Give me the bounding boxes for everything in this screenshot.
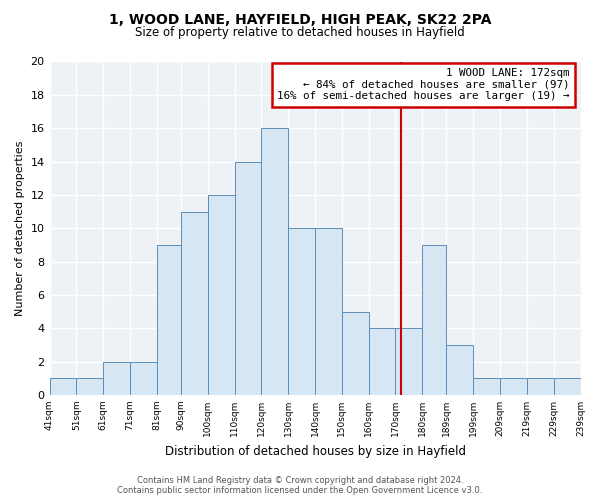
Text: Size of property relative to detached houses in Hayfield: Size of property relative to detached ho…	[135, 26, 465, 39]
Bar	[76, 378, 103, 395]
Bar	[103, 362, 130, 395]
Bar	[368, 328, 395, 395]
Bar	[422, 245, 446, 395]
Bar	[288, 228, 315, 395]
Text: 1, WOOD LANE, HAYFIELD, HIGH PEAK, SK22 2PA: 1, WOOD LANE, HAYFIELD, HIGH PEAK, SK22 …	[109, 12, 491, 26]
Bar	[157, 245, 181, 395]
X-axis label: Distribution of detached houses by size in Hayfield: Distribution of detached houses by size …	[164, 444, 466, 458]
Bar	[473, 378, 500, 395]
Bar	[527, 378, 554, 395]
Y-axis label: Number of detached properties: Number of detached properties	[15, 140, 25, 316]
Text: 1 WOOD LANE: 172sqm
← 84% of detached houses are smaller (97)
16% of semi-detach: 1 WOOD LANE: 172sqm ← 84% of detached ho…	[277, 68, 570, 102]
Bar	[130, 362, 157, 395]
Bar	[262, 128, 288, 395]
Bar	[50, 378, 76, 395]
Bar	[395, 328, 422, 395]
Bar	[342, 312, 368, 395]
Bar	[208, 195, 235, 395]
Bar	[181, 212, 208, 395]
Bar	[446, 345, 473, 395]
Bar	[500, 378, 527, 395]
Bar	[235, 162, 262, 395]
Text: Contains HM Land Registry data © Crown copyright and database right 2024.
Contai: Contains HM Land Registry data © Crown c…	[118, 476, 482, 495]
Bar	[554, 378, 581, 395]
Bar	[315, 228, 342, 395]
